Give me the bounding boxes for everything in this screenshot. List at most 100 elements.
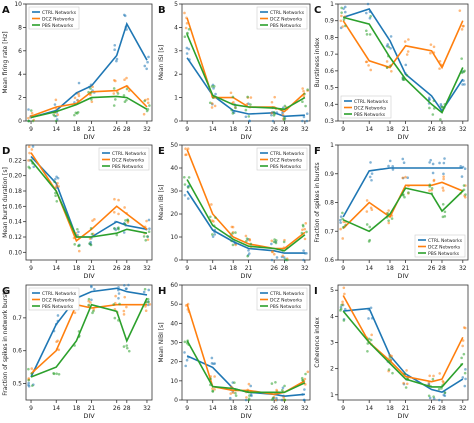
scatter-point	[183, 35, 187, 39]
scatter-point	[427, 96, 431, 100]
scatter-point	[438, 67, 441, 70]
scatter-point	[231, 243, 235, 247]
scatter-point	[432, 99, 436, 103]
scatter-point	[385, 66, 389, 69]
scatter-point	[405, 382, 409, 386]
scatter-point	[91, 219, 94, 222]
scatter-point	[342, 319, 346, 322]
scatter-point	[401, 157, 405, 161]
scatter-point	[187, 47, 191, 51]
scatter-point	[112, 78, 116, 82]
panel-D: 9 14 18 21 26 28 32 0.10 0.12 0.14 0.16 0.18 0.20 0.2…	[2, 144, 153, 280]
scatter-point	[57, 348, 61, 352]
series-line-ctrl	[30, 287, 148, 378]
scatter-point	[274, 398, 278, 402]
scatter-point	[146, 235, 149, 238]
scatter-point	[365, 210, 369, 213]
scatter-point	[273, 95, 276, 99]
scatter-point	[342, 220, 345, 224]
scatter-point	[364, 60, 368, 64]
y-axis-label: Fraction of spikes in bursts	[314, 162, 321, 242]
scatter-point	[122, 313, 126, 316]
scatter-point	[123, 222, 127, 226]
x-axis-label: DIV	[240, 412, 252, 420]
scatter-point	[341, 300, 344, 304]
y-axis-label: Mean burst duration [s]	[2, 167, 9, 238]
scatter-point	[89, 226, 93, 230]
y-tick-label: 0.16	[9, 203, 23, 210]
scatter-point	[442, 161, 446, 165]
x-tick-label: 21	[245, 265, 253, 272]
scatter-point	[387, 164, 390, 168]
scatter-point	[187, 27, 191, 31]
scatter-point	[403, 372, 407, 375]
scatter-point	[270, 239, 274, 243]
scatter-point	[247, 382, 251, 386]
x-tick-label: 9	[341, 265, 345, 272]
x-tick-label: 26	[113, 126, 121, 133]
scatter-point	[122, 345, 126, 348]
scatter-point	[440, 387, 443, 390]
legend-label: CTRL Networks	[42, 10, 77, 16]
y-tick-label: 5	[330, 287, 334, 294]
series-line-pbs	[342, 310, 464, 388]
scatter-point	[305, 230, 308, 234]
y-tick-label: 0.20	[9, 173, 23, 180]
scatter-point	[428, 189, 431, 192]
x-axis-label: DIV	[83, 133, 95, 141]
y-tick-label: 0.5	[324, 85, 334, 92]
scatter-point	[77, 94, 81, 98]
scatter-point	[87, 303, 90, 307]
x-axis-label: DIV	[397, 412, 409, 420]
scatter-point	[77, 81, 81, 85]
y-tick-label: 1	[330, 1, 334, 8]
scatter-point	[126, 219, 130, 222]
y-tick-label: 0.14	[9, 219, 23, 226]
y-tick-label: 60	[170, 282, 178, 289]
y-tick-label: 3	[330, 340, 334, 347]
series-line-pbs	[30, 95, 148, 119]
scatter-point	[406, 50, 410, 53]
y-axis-label: Mean firing rate [Hz]	[2, 31, 9, 93]
scatter-point	[339, 19, 343, 23]
scatter-point	[365, 11, 368, 15]
scatter-point	[428, 106, 431, 110]
scatter-point	[143, 99, 146, 103]
scatter-point	[341, 211, 344, 215]
legend-label: PBS Networks	[354, 112, 386, 118]
x-tick-label: 18	[229, 126, 237, 133]
y-tick-label: 0	[18, 118, 22, 125]
scatter-point	[53, 114, 56, 118]
x-tick-label: 32	[143, 405, 151, 412]
scatter-point	[366, 349, 369, 353]
scatter-point	[56, 113, 59, 117]
scatter-point	[112, 303, 116, 306]
scatter-point	[343, 307, 347, 311]
x-tick-label: 9	[185, 126, 189, 133]
scatter-point	[115, 57, 119, 61]
scatter-point	[114, 294, 117, 298]
scatter-point	[272, 110, 276, 114]
scatter-point	[117, 297, 120, 300]
scatter-point	[244, 115, 248, 119]
x-tick-label: 18	[386, 265, 394, 272]
scatter-point	[366, 342, 370, 345]
series-line-ctrl	[342, 167, 463, 218]
panel-C: 9 14 18 21 26 28 32 0.3 0.4 0.5 0.6 0.7 0.8 0.9 1 DIV Bu…	[314, 1, 469, 141]
panel-A: 9 14 18 21 26 28 32 0 2 4 6 8 10 DIV Mean firing rate …	[2, 1, 153, 141]
scatter-point	[56, 339, 59, 343]
y-tick-label: 4	[330, 313, 334, 320]
scatter-point	[387, 209, 390, 212]
x-tick-label: 9	[29, 405, 33, 412]
scatter-point	[212, 96, 215, 99]
x-tick-label: 32	[459, 265, 467, 272]
x-axis-label: DIV	[83, 412, 95, 420]
scatter-point	[406, 176, 409, 180]
x-tick-label: 18	[386, 126, 394, 133]
scatter-point	[234, 391, 237, 395]
series-line-dcz	[186, 303, 306, 396]
scatter-point	[31, 384, 34, 387]
scatter-point	[340, 303, 343, 307]
